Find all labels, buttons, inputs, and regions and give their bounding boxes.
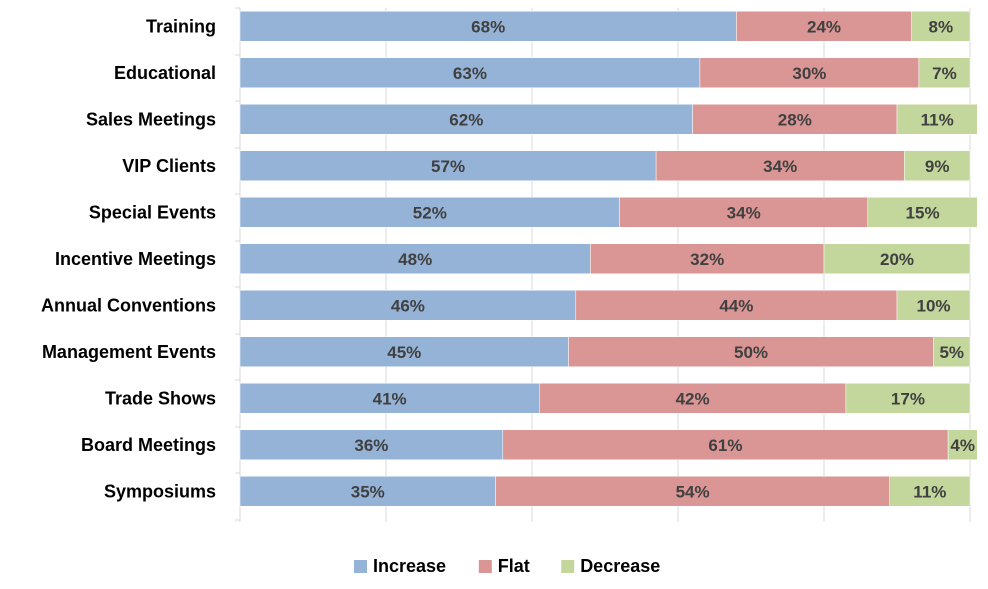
bar-segment: [845, 383, 971, 414]
bar-segment: [692, 104, 898, 135]
bar-segment: [933, 336, 971, 367]
bar-segment: [947, 429, 978, 460]
bar-segment: [502, 429, 949, 460]
category-label: Training: [146, 16, 216, 36]
category-label: Educational: [114, 63, 216, 83]
legend: Increase Flat Decrease: [354, 556, 660, 576]
bar-segment: [590, 243, 825, 274]
legend-swatch: [478, 560, 492, 573]
bar-segment: [904, 150, 971, 181]
bar-segment: [896, 290, 971, 321]
category-label: Sales Meetings: [86, 109, 216, 129]
data-label: 45%: [387, 343, 421, 362]
legend-swatch: [354, 560, 367, 573]
data-label: 48%: [398, 250, 432, 269]
bar-segment: [239, 383, 540, 414]
category-label: Trade Shows: [105, 388, 216, 408]
bar-segment: [823, 243, 971, 274]
bar-segment: [239, 476, 496, 507]
category-labels: Training Educational Sales Meetings VIP Cli…: [41, 16, 216, 501]
bar-segment: [867, 197, 978, 228]
category-label: Symposiums: [104, 481, 216, 501]
category-label: Incentive Meetings: [55, 249, 216, 269]
bar-segment: [239, 429, 504, 460]
bar-segment: [655, 150, 905, 181]
data-label: 15%: [906, 203, 940, 222]
data-label: 50%: [734, 343, 768, 362]
data-label: 35%: [351, 482, 385, 501]
data-label: 52%: [413, 203, 447, 222]
legend-label: Increase: [373, 556, 446, 576]
category-label: VIP Clients: [122, 156, 216, 176]
data-label: 8%: [929, 17, 954, 36]
bar-segment: [495, 476, 890, 507]
bar-segment: [239, 11, 737, 42]
data-label: 28%: [778, 110, 812, 129]
bar-segment: [911, 11, 971, 42]
data-label: 11%: [921, 110, 954, 129]
bars: 68% 24% 8% 63% 30% 7% 62% 28% 11% 57% 34% 9% 52% 34% 1…: [239, 11, 978, 507]
data-label: 62%: [449, 110, 483, 129]
data-label: 41%: [373, 389, 407, 408]
data-label: 4%: [950, 436, 975, 455]
data-label: 68%: [471, 17, 505, 36]
data-label: 44%: [719, 296, 753, 315]
data-label: 61%: [708, 436, 742, 455]
bar-segment: [575, 290, 898, 321]
bar-segment: [239, 104, 693, 135]
data-label: 46%: [391, 296, 425, 315]
data-label: 30%: [792, 64, 826, 83]
bar-segment: [619, 197, 869, 228]
bar-segment: [239, 336, 569, 367]
legend-label: Decrease: [580, 556, 660, 576]
bar-segment: [239, 150, 657, 181]
data-label: 32%: [690, 250, 724, 269]
data-label: 24%: [807, 17, 841, 36]
bar-segment: [896, 104, 978, 135]
category-label: Annual Conventions: [41, 295, 216, 315]
bar-segment: [539, 383, 847, 414]
data-label: 42%: [676, 389, 710, 408]
bar-segment: [699, 57, 920, 88]
data-label: 9%: [925, 157, 950, 176]
legend-swatch: [561, 560, 575, 573]
data-label: 34%: [727, 203, 761, 222]
category-label: Special Events: [89, 202, 216, 222]
bar-segment: [568, 336, 934, 367]
category-label: Management Events: [42, 342, 216, 362]
bar-segment: [736, 11, 912, 42]
data-label: 34%: [763, 157, 797, 176]
legend-label: Flat: [498, 556, 530, 576]
bar-segment: [239, 57, 701, 88]
data-label: 36%: [354, 436, 388, 455]
data-label: 10%: [916, 296, 950, 315]
data-label: 54%: [676, 482, 710, 501]
bar-segment: [918, 57, 971, 88]
data-label: 5%: [939, 343, 964, 362]
data-label: 57%: [431, 157, 465, 176]
bar-segment: [889, 476, 971, 507]
data-label: 11%: [913, 482, 946, 501]
data-label: 17%: [891, 389, 925, 408]
category-label: Board Meetings: [81, 435, 216, 455]
data-label: 20%: [880, 250, 914, 269]
data-label: 7%: [932, 64, 957, 83]
data-label: 63%: [453, 64, 487, 83]
